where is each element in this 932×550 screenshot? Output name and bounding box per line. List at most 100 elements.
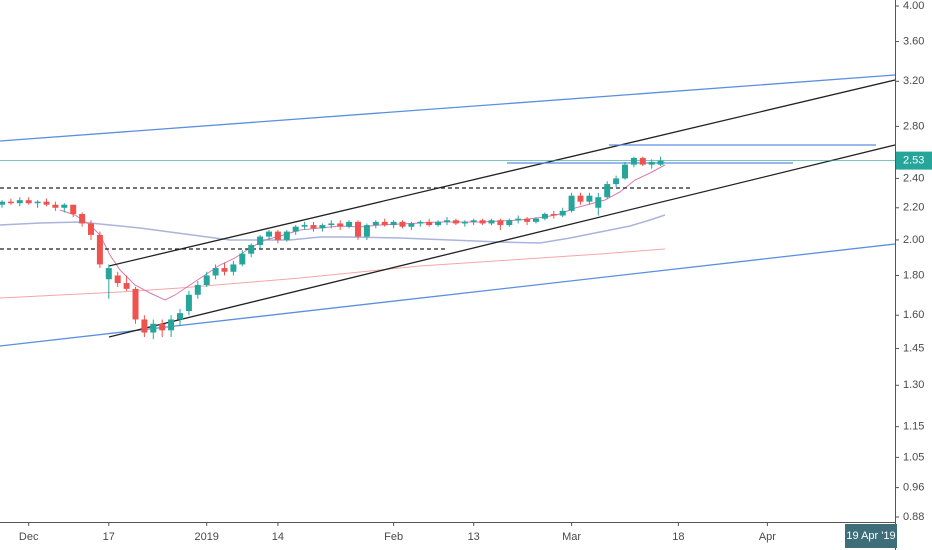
candle-body <box>568 195 575 211</box>
candle-body <box>657 160 664 165</box>
candle-body <box>435 221 442 226</box>
candle-body <box>622 164 628 179</box>
candle-body <box>177 313 183 320</box>
x-tick-label: 13 <box>468 531 480 543</box>
channel-line <box>108 144 896 338</box>
crosshair-label: 19 Apr '19 <box>846 530 895 542</box>
candle-body <box>328 223 335 226</box>
x-tick-label: Apr <box>759 531 776 543</box>
candle-body <box>123 283 130 289</box>
crosshair-label-box <box>845 524 897 548</box>
candle-body <box>470 220 477 222</box>
candle-body <box>595 197 602 208</box>
candle-body <box>52 204 59 208</box>
candle-body <box>239 253 246 265</box>
candle-body <box>363 225 370 237</box>
candle-body <box>355 221 361 237</box>
candle-body <box>7 201 14 204</box>
x-tick-label: 2019 <box>194 531 218 543</box>
candle-body <box>221 268 228 272</box>
candle-body <box>577 195 584 202</box>
moving-average-slow <box>0 248 666 299</box>
candle-body <box>381 221 388 226</box>
candle-body <box>390 221 397 226</box>
candle-body <box>25 200 32 204</box>
candle-body <box>417 221 424 224</box>
y-tick-label: 2.40 <box>903 172 924 184</box>
moving-average-mid <box>0 214 666 244</box>
trend-line <box>0 74 896 142</box>
candle-body <box>506 220 513 226</box>
candle-body <box>70 204 77 214</box>
candle-body <box>515 218 522 221</box>
candle-body <box>310 225 317 229</box>
x-tick-label: Feb <box>384 531 403 543</box>
candle-body <box>248 245 255 254</box>
candle-body <box>452 220 459 224</box>
candle-body <box>212 268 219 276</box>
candle-body <box>648 161 655 165</box>
candle-body <box>257 236 264 246</box>
y-tick-label: 0.96 <box>903 482 924 494</box>
candle-body <box>497 220 504 226</box>
candle-body <box>150 323 157 333</box>
y-tick-label: 3.20 <box>903 75 924 87</box>
y-tick-label: 1.05 <box>903 451 924 463</box>
candle-body <box>630 157 637 165</box>
candle-body <box>524 218 531 222</box>
candle-body <box>488 220 495 224</box>
y-tick-label: 4.00 <box>903 0 924 12</box>
candle-body <box>43 201 50 205</box>
candle-body <box>141 319 148 333</box>
candle-body <box>319 225 326 229</box>
candle-body <box>292 226 299 232</box>
y-tick-label: 3.60 <box>903 35 924 47</box>
candle-body <box>426 221 433 226</box>
candle-body <box>541 213 548 219</box>
candle-body <box>399 221 406 227</box>
y-tick-label: 2.20 <box>903 202 924 214</box>
candle-body <box>283 231 290 240</box>
last-price-label: 2.53 <box>903 155 924 167</box>
x-tick-label: Mar <box>562 531 581 543</box>
candle-body <box>203 275 210 285</box>
candle-body <box>132 288 139 320</box>
y-tick-label: 1.15 <box>903 421 924 433</box>
candle-body <box>479 220 486 224</box>
x-tick-label: 18 <box>672 531 684 543</box>
candle-body <box>105 268 112 280</box>
y-tick-label: 0.88 <box>903 511 924 523</box>
moving-average-fast <box>59 164 666 301</box>
candle-body <box>114 275 121 284</box>
drawings <box>0 74 896 347</box>
candle-body <box>168 319 175 331</box>
candle-body <box>266 231 272 237</box>
candle-body <box>461 221 468 224</box>
y-tick-label: 1.30 <box>903 379 924 391</box>
candle-body <box>533 218 539 222</box>
y-tick-label: 2.00 <box>903 234 924 246</box>
channel-line <box>108 79 896 267</box>
candle-body <box>346 221 353 227</box>
candle-body <box>444 220 450 222</box>
y-tick-label: 1.80 <box>903 269 924 281</box>
candle-body <box>61 204 68 208</box>
y-tick-label: 2.80 <box>903 120 924 132</box>
candle-body <box>550 213 557 216</box>
last-price-tag <box>896 151 932 170</box>
candle-body <box>586 195 593 202</box>
y-tick-label: 1.60 <box>903 309 924 321</box>
candle-body <box>0 201 5 205</box>
candle-body <box>96 234 103 265</box>
candle-body <box>639 157 646 165</box>
candle-body <box>337 223 344 227</box>
y-tick-label: 1.45 <box>903 342 924 354</box>
x-tick-label: 14 <box>272 531 284 543</box>
candle-body <box>194 284 201 295</box>
candle-body <box>301 225 308 227</box>
x-tick-label: Dec <box>19 531 39 543</box>
candle-body <box>230 264 237 272</box>
